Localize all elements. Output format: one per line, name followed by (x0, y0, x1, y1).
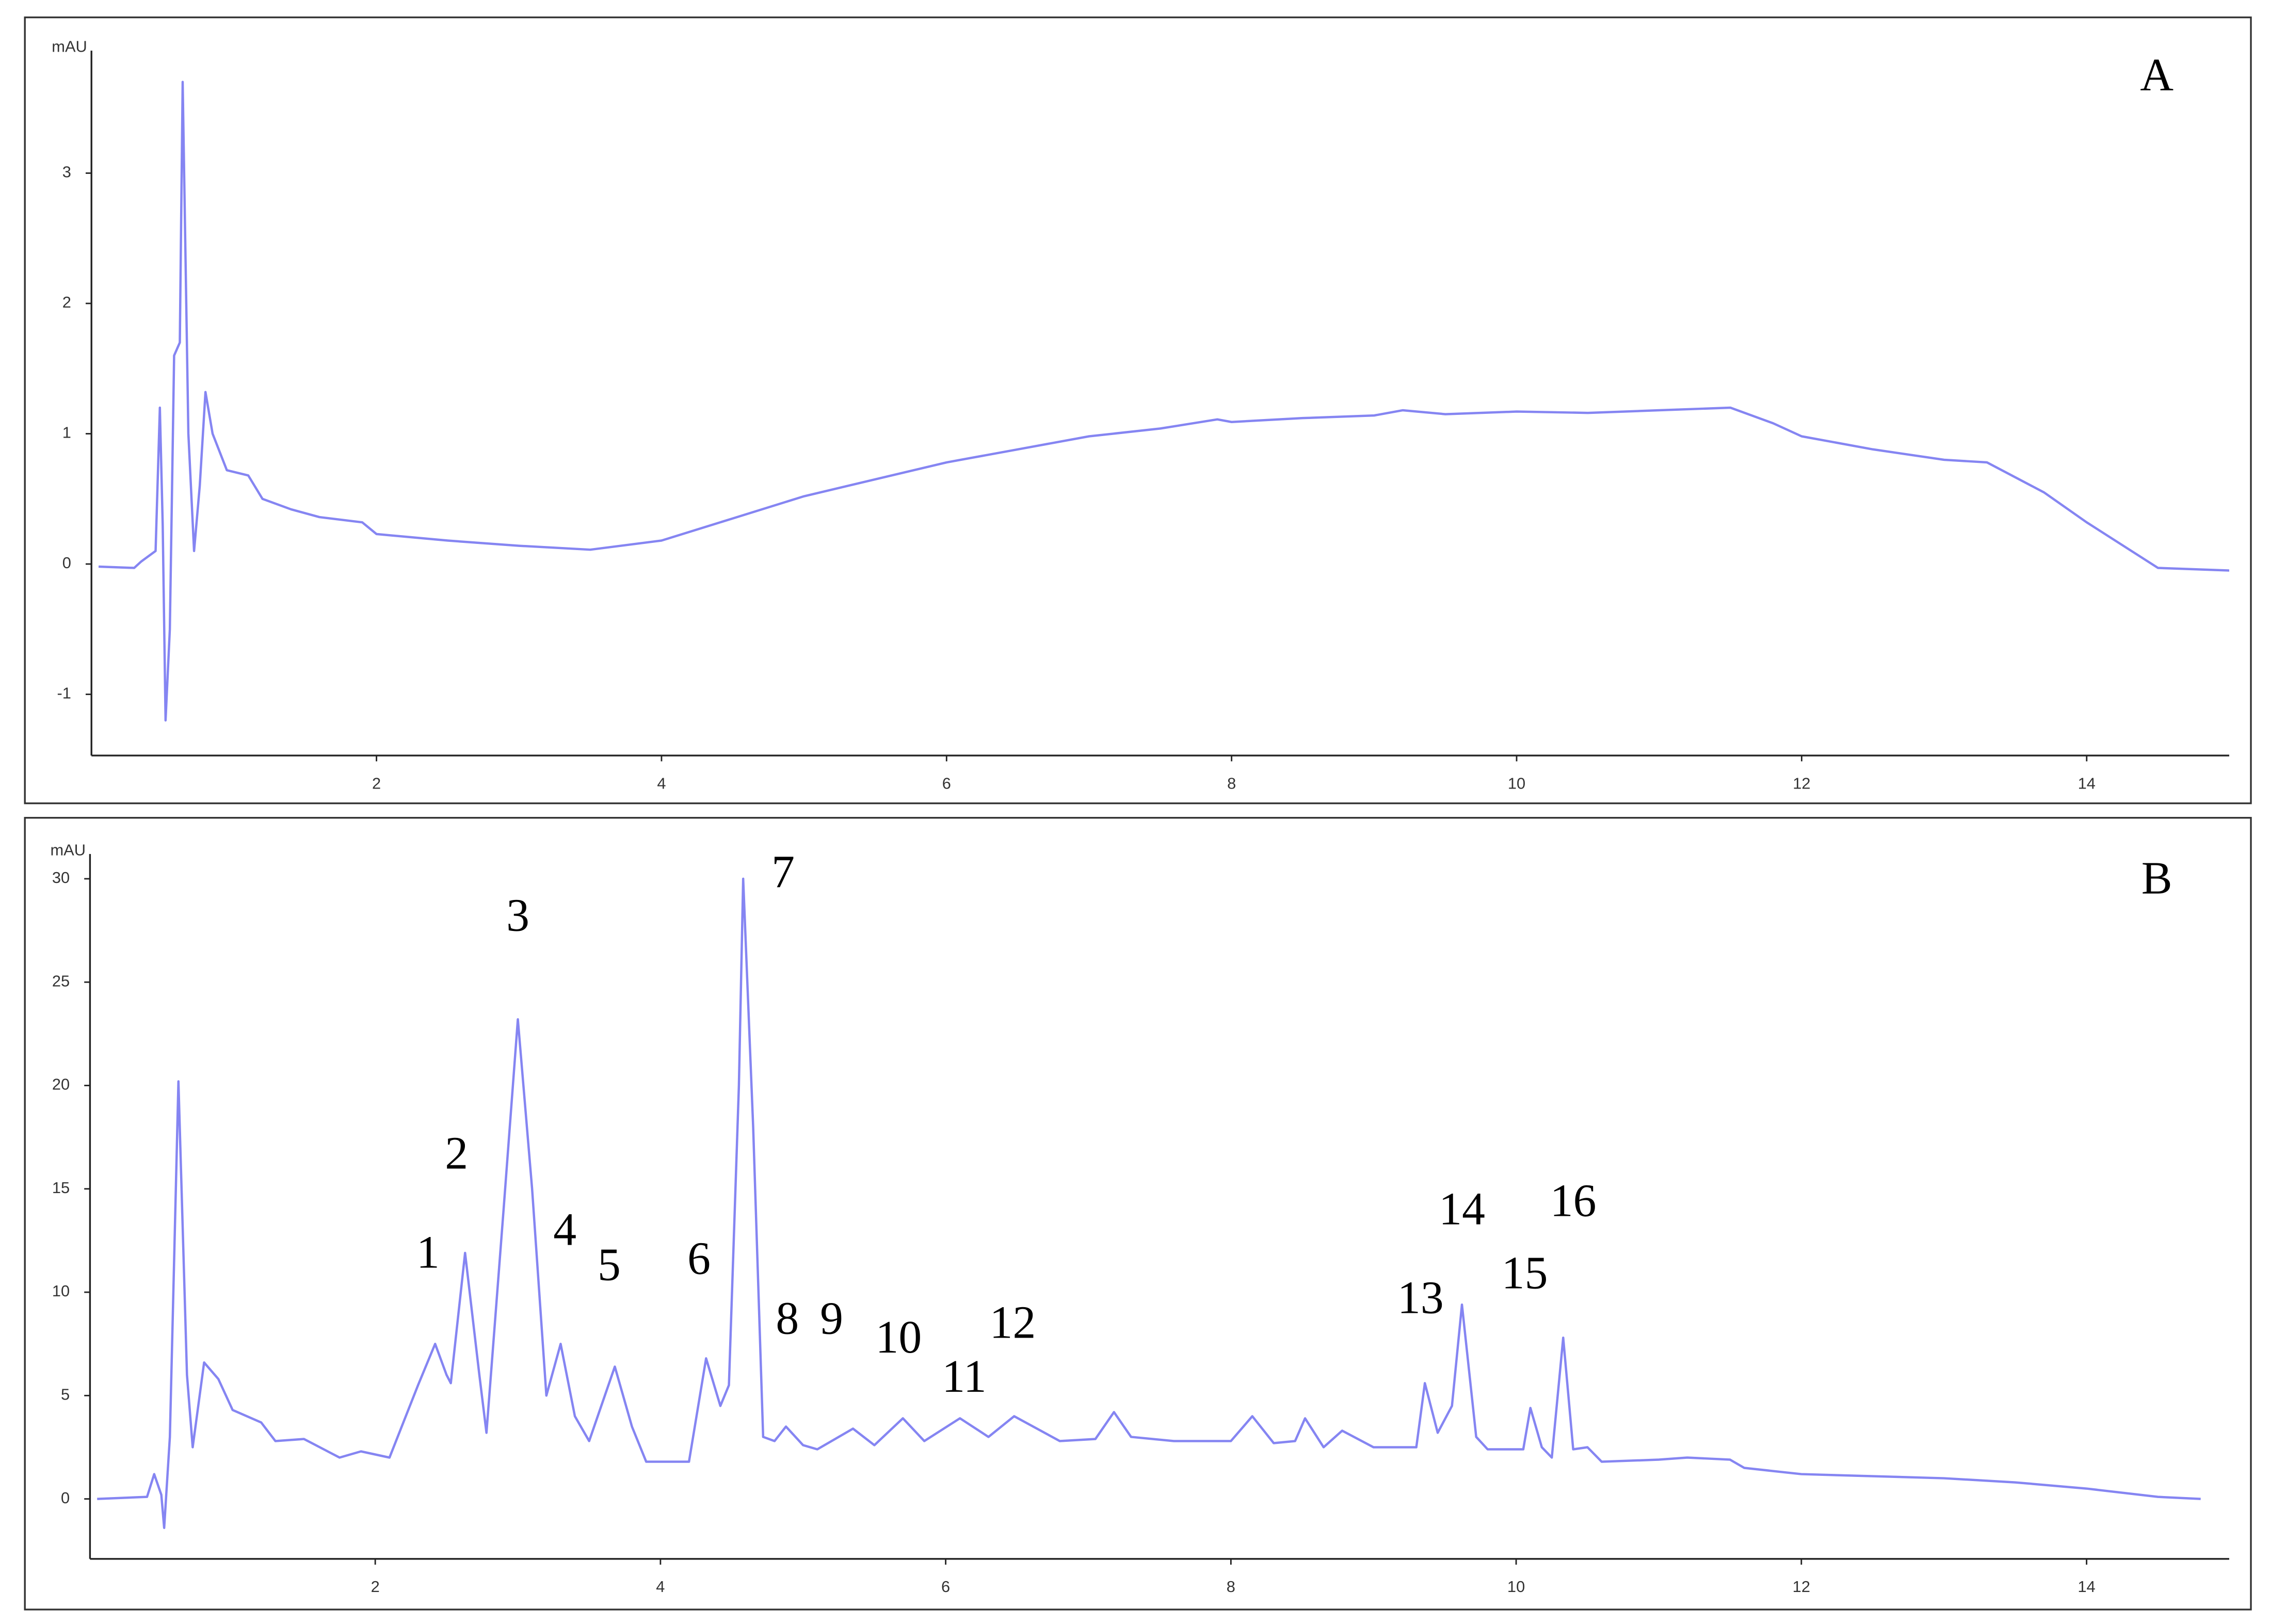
peak-label: 7 (771, 846, 795, 897)
y-tick-label: 15 (52, 1179, 70, 1197)
peak-label: 10 (876, 1312, 922, 1363)
y-axis-label: mAU (50, 841, 86, 859)
peak-label: 11 (942, 1351, 986, 1402)
peak-label: 14 (1439, 1183, 1485, 1234)
y-tick-label: 25 (52, 972, 70, 990)
y-tick-label: 0 (62, 554, 71, 572)
y-tick-label: 3 (62, 163, 71, 181)
x-tick-label: 8 (1227, 774, 1236, 792)
peak-label: 5 (598, 1240, 621, 1291)
peak-label: 13 (1397, 1273, 1444, 1324)
panel-frame (24, 16, 2252, 805)
x-tick-label: 14 (2078, 774, 2096, 792)
y-tick-label: 10 (52, 1282, 70, 1300)
y-tick-label: 1 (62, 424, 71, 442)
x-tick-label: 14 (2078, 1578, 2095, 1596)
y-axis-label: mAU (52, 38, 87, 56)
panel-label: A (2140, 50, 2174, 101)
peak-label: 2 (445, 1128, 468, 1179)
peak-label: 15 (1502, 1248, 1548, 1299)
peak-label: 12 (990, 1297, 1036, 1348)
peak-label: 3 (506, 890, 529, 941)
peak-label: 16 (1550, 1175, 1597, 1226)
y-tick-label: 0 (61, 1489, 70, 1507)
y-tick-label: 20 (52, 1075, 70, 1094)
peak-label: 4 (553, 1204, 576, 1255)
y-tick-label: -1 (57, 684, 71, 702)
peak-label: 9 (820, 1293, 843, 1344)
x-tick-label: 10 (1508, 774, 1525, 792)
x-tick-label: 10 (1507, 1578, 1525, 1596)
peak-label: 8 (776, 1293, 799, 1344)
x-tick-label: 12 (1793, 774, 1810, 792)
x-tick-label: 4 (657, 774, 666, 792)
x-tick-label: 2 (371, 1578, 380, 1596)
y-tick-label: 5 (61, 1385, 70, 1403)
trace (98, 81, 2230, 722)
panel-frame (24, 817, 2252, 1611)
y-tick-label: 2 (62, 293, 71, 311)
x-tick-label: 12 (1793, 1578, 1810, 1596)
x-tick-label: 4 (656, 1578, 665, 1596)
x-tick-label: 6 (941, 1578, 950, 1596)
panel-label: B (2142, 853, 2172, 904)
x-tick-label: 8 (1227, 1578, 1235, 1596)
trace (97, 877, 2201, 1529)
x-tick-label: 6 (942, 774, 951, 792)
y-tick-label: 30 (52, 869, 70, 887)
peak-label: 1 (416, 1227, 440, 1278)
peak-label: 6 (687, 1233, 711, 1284)
x-tick-label: 2 (372, 774, 381, 792)
